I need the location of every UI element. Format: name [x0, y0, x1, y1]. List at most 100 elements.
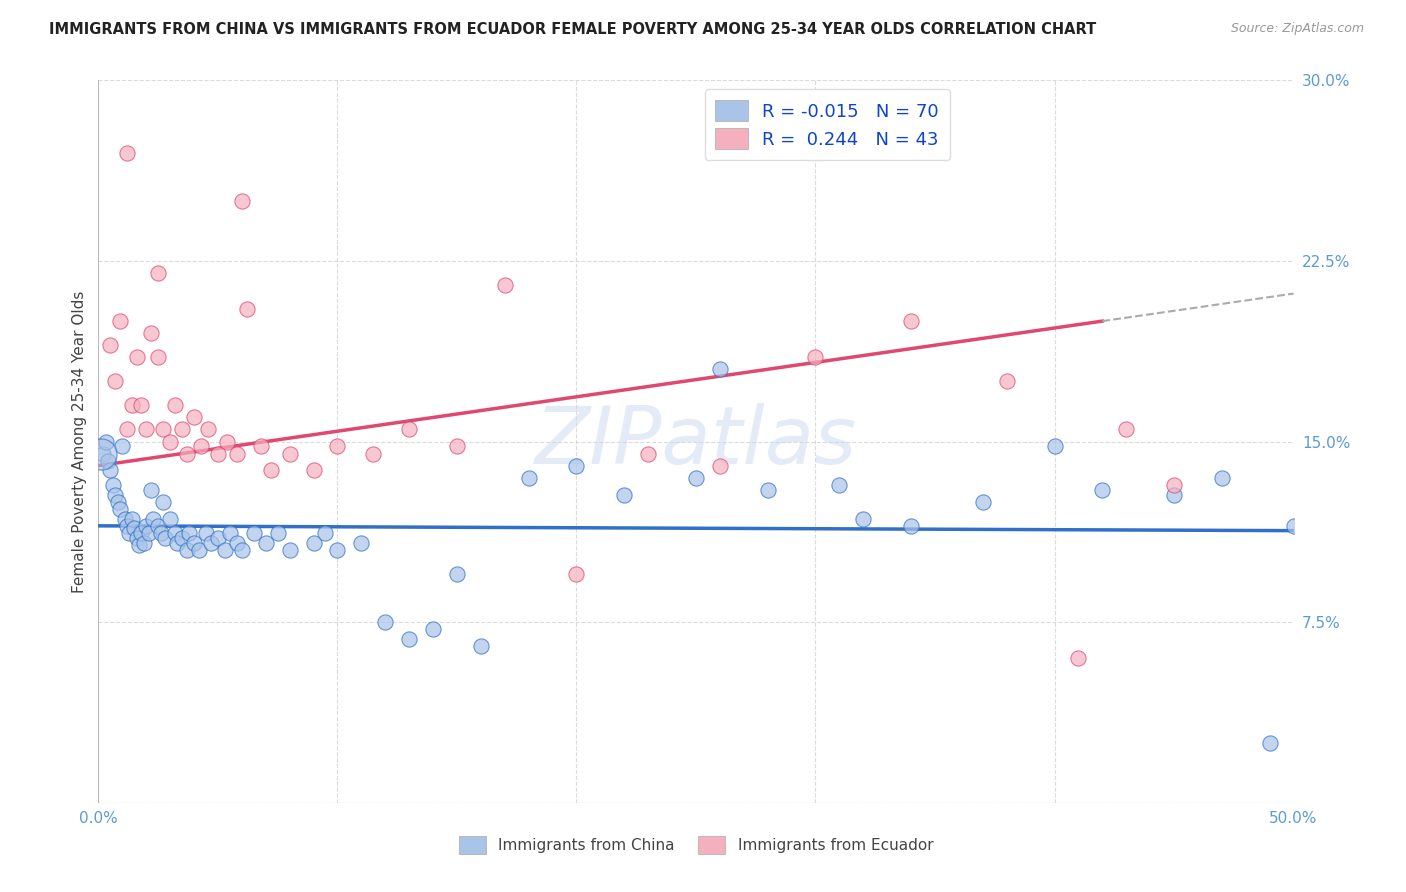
Point [149, 526, 172, 541]
Text: Source: ZipAtlas.com: Source: ZipAtlas.com [1230, 22, 1364, 36]
Point [235, 301, 257, 317]
Point [804, 350, 827, 364]
Point [139, 326, 162, 340]
Point [131, 398, 153, 412]
Point [142, 511, 165, 525]
Point [98, 338, 122, 352]
Point [176, 542, 198, 557]
Point [326, 542, 349, 557]
Point [183, 410, 205, 425]
Point [470, 639, 492, 653]
Point [259, 463, 281, 477]
Point [217, 434, 239, 449]
Point [1163, 487, 1185, 501]
Point [104, 374, 127, 388]
Point [828, 478, 851, 492]
Point [163, 526, 186, 541]
Point [756, 483, 779, 497]
Point [197, 422, 219, 436]
Point [135, 422, 157, 436]
Point [124, 521, 146, 535]
Point [98, 463, 122, 477]
Point [101, 478, 124, 492]
Point [226, 535, 249, 549]
Point [148, 266, 170, 280]
Point [195, 526, 218, 541]
Point [446, 439, 468, 453]
Point [254, 535, 277, 549]
Point [94, 434, 117, 449]
Point [200, 535, 222, 549]
Point [972, 494, 994, 508]
Point [278, 446, 301, 460]
Point [108, 314, 131, 328]
Text: ZIPatlas: ZIPatlas [534, 402, 858, 481]
Point [1115, 422, 1137, 436]
Point [900, 518, 922, 533]
Point [517, 470, 540, 484]
Point [152, 494, 174, 508]
Point [166, 535, 188, 549]
Point [152, 422, 174, 436]
Y-axis label: Female Poverty Among 25-34 Year Olds: Female Poverty Among 25-34 Year Olds [72, 291, 87, 592]
Point [114, 511, 136, 525]
Point [422, 623, 444, 637]
Point [111, 439, 134, 453]
Point [104, 487, 127, 501]
Point [446, 567, 468, 582]
Point [108, 502, 131, 516]
Point [128, 538, 150, 552]
Point [685, 470, 707, 484]
Point [243, 526, 266, 541]
Point [637, 446, 659, 460]
Point [494, 277, 516, 292]
Point [159, 434, 181, 449]
Point [190, 439, 212, 453]
Point [709, 362, 731, 376]
Point [125, 350, 148, 364]
Point [90, 446, 112, 460]
Point [131, 526, 153, 541]
Point [138, 526, 160, 541]
Point [115, 145, 138, 160]
Point [139, 483, 162, 497]
Point [1258, 735, 1281, 749]
Point [900, 314, 922, 328]
Point [374, 615, 396, 630]
Point [176, 446, 198, 460]
Point [302, 463, 325, 477]
Point [219, 526, 242, 541]
Point [135, 518, 157, 533]
Point [214, 542, 236, 557]
Point [1043, 439, 1066, 453]
Point [852, 511, 875, 525]
Text: IMMIGRANTS FROM CHINA VS IMMIGRANTS FROM ECUADOR FEMALE POVERTY AMONG 25-34 YEAR: IMMIGRANTS FROM CHINA VS IMMIGRANTS FROM… [49, 22, 1097, 37]
Point [1091, 483, 1114, 497]
Point [278, 542, 301, 557]
Point [315, 526, 337, 541]
Point [121, 511, 143, 525]
Point [132, 535, 155, 549]
Point [1163, 478, 1185, 492]
Point [179, 526, 201, 541]
Point [91, 446, 114, 460]
Point [125, 531, 148, 545]
Point [326, 439, 349, 453]
Point [115, 422, 138, 436]
Point [172, 422, 194, 436]
Point [565, 458, 588, 473]
Point [1211, 470, 1233, 484]
Point [118, 526, 141, 541]
Point [226, 446, 249, 460]
Point [302, 535, 325, 549]
Point [1282, 518, 1305, 533]
Legend: Immigrants from China, Immigrants from Ecuador: Immigrants from China, Immigrants from E… [453, 830, 939, 860]
Point [1067, 651, 1090, 665]
Point [148, 518, 170, 533]
Point [172, 531, 194, 545]
Point [121, 398, 143, 412]
Point [148, 350, 170, 364]
Point [398, 632, 420, 646]
Point [107, 494, 129, 508]
Point [250, 439, 273, 453]
